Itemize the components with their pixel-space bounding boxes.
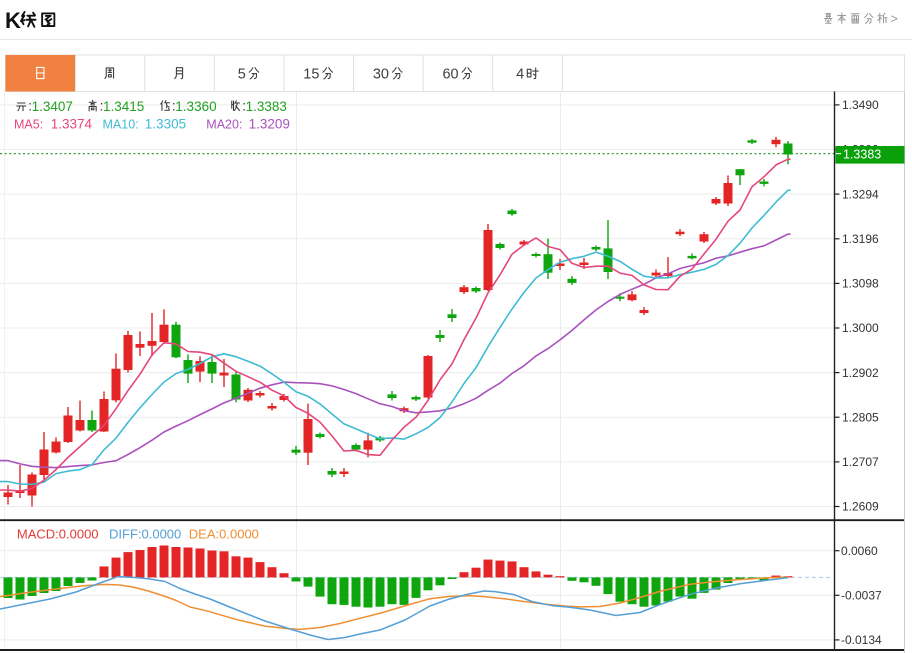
svg-text::: : bbox=[172, 99, 176, 114]
svg-text:1.3383: 1.3383 bbox=[246, 99, 287, 114]
svg-text:1.3490: 1.3490 bbox=[842, 98, 879, 112]
svg-text:15: 15 bbox=[303, 67, 319, 83]
svg-text:1.3000: 1.3000 bbox=[842, 321, 879, 335]
svg-text:DEA:0.0000: DEA:0.0000 bbox=[189, 527, 259, 542]
svg-text::: : bbox=[242, 99, 246, 114]
svg-text:1.3383: 1.3383 bbox=[843, 147, 881, 161]
svg-text:MA20:: MA20: bbox=[206, 117, 242, 131]
svg-text:1.3407: 1.3407 bbox=[32, 99, 73, 114]
svg-text:1.3294: 1.3294 bbox=[842, 187, 879, 201]
svg-text:1.3374: 1.3374 bbox=[51, 116, 93, 131]
svg-text:1.3196: 1.3196 bbox=[842, 232, 879, 246]
svg-text:4: 4 bbox=[516, 67, 524, 83]
svg-text:DIFF:0.0000: DIFF:0.0000 bbox=[109, 527, 181, 542]
svg-text:MACD:0.0000: MACD:0.0000 bbox=[17, 527, 99, 542]
svg-text::: : bbox=[28, 99, 32, 114]
svg-text:-0.0037: -0.0037 bbox=[841, 589, 882, 603]
svg-text:K: K bbox=[5, 8, 21, 33]
svg-text:MA10:: MA10: bbox=[103, 117, 139, 131]
svg-text:>: > bbox=[891, 12, 898, 26]
svg-text:-0.0134: -0.0134 bbox=[841, 633, 882, 647]
svg-text:5: 5 bbox=[238, 67, 246, 83]
svg-text:1.2902: 1.2902 bbox=[842, 366, 879, 380]
svg-text:1.3305: 1.3305 bbox=[145, 116, 186, 131]
svg-text::: : bbox=[100, 99, 104, 114]
svg-text:1.2609: 1.2609 bbox=[842, 500, 879, 514]
svg-text:1.2707: 1.2707 bbox=[842, 455, 879, 469]
svg-text:MA5:: MA5: bbox=[14, 117, 43, 131]
svg-text:0.0060: 0.0060 bbox=[841, 544, 878, 558]
svg-text:1.3098: 1.3098 bbox=[842, 277, 879, 291]
svg-text:1.2805: 1.2805 bbox=[842, 410, 879, 424]
svg-text:1.3360: 1.3360 bbox=[175, 99, 216, 114]
svg-text:1.3415: 1.3415 bbox=[103, 99, 144, 114]
svg-text:60: 60 bbox=[442, 67, 458, 83]
svg-text:1.3209: 1.3209 bbox=[249, 116, 290, 131]
svg-text:30: 30 bbox=[373, 67, 389, 83]
